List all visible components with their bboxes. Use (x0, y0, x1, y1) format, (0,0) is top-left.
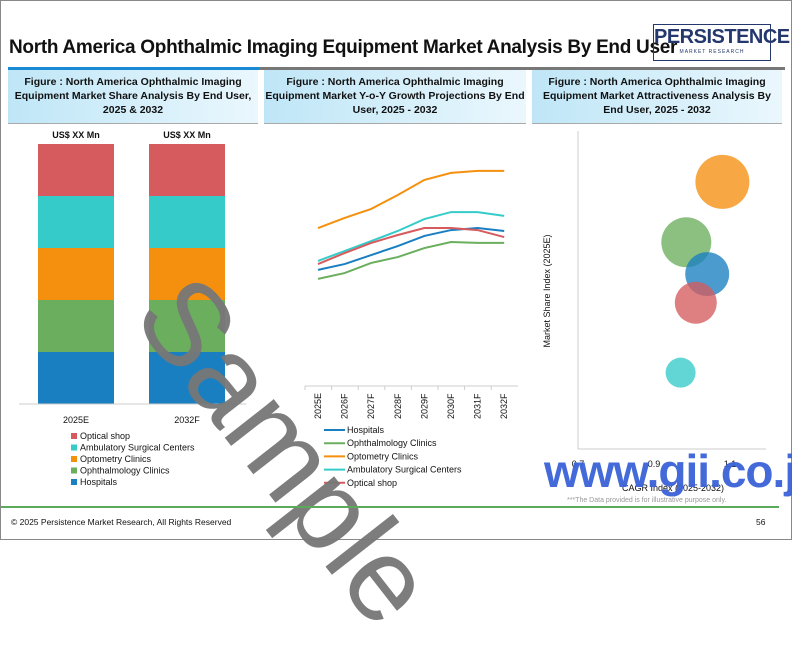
legend-label: Ambulatory Surgical Centers (347, 465, 462, 475)
gii-watermark: www.gii.co.jp (544, 445, 792, 497)
page-title: North America Ophthalmic Imaging Equipme… (9, 37, 678, 58)
bubble-optometry-clinics (695, 154, 750, 209)
bar-segment (38, 352, 114, 404)
legend-swatch (71, 456, 77, 462)
x-tick-label: 2028F (393, 393, 403, 419)
bar-segment (38, 300, 114, 352)
line-ophthalmology-clinics (317, 240, 505, 280)
legend-swatch (71, 479, 77, 485)
bar-segment (38, 248, 114, 300)
panel-title-growth: Figure : North America Ophthalmic Imagin… (264, 70, 526, 124)
legend-label: Optical shop (347, 478, 397, 488)
legend-label: Optical shop (80, 431, 130, 441)
x-tick-label: 2030F (446, 393, 456, 419)
line-optical-shop (317, 227, 505, 265)
page-number: 56 (756, 517, 766, 527)
x-axis-title: CAGR Index (2025-2032) (622, 483, 724, 493)
line-hospitals (317, 227, 505, 271)
persistence-logo: PERSISTENCE MARKET RESEARCH (653, 24, 790, 61)
legend-label: Hospitals (347, 425, 385, 435)
bar-segment (149, 300, 225, 352)
x-tick-label: 1.1 (724, 459, 737, 469)
y-axis-title: Market Share Index (2025E) (542, 234, 552, 347)
legend-swatch (71, 444, 77, 451)
footer-rule (1, 506, 779, 508)
line-optometry-clinics (317, 169, 505, 229)
title-rule-accent (8, 67, 259, 70)
panel-title-text: Figure : North America Ophthalmic Imagin… (14, 76, 252, 116)
panel-title-text: Figure : North America Ophthalmic Imagin… (265, 76, 525, 116)
x-tick-label: 2032F (174, 415, 200, 425)
logo-text: PERSISTENCE (654, 26, 790, 48)
legend-label: Optometry Clinics (80, 454, 152, 464)
x-tick-label: 2029F (419, 393, 429, 419)
legend-label: Optometry Clinics (347, 451, 419, 461)
legend-label: Ambulatory Surgical Centers (80, 443, 195, 453)
line-ambulatory-surgical-centers (317, 211, 505, 262)
bar-segment (149, 144, 225, 196)
bar-segment (149, 352, 225, 404)
legend-swatch (71, 467, 77, 474)
bar-segment (38, 144, 114, 196)
bar-segment (149, 196, 225, 248)
bar-total-label: US$ XX Mn (163, 130, 211, 140)
illustrative-note: ***The Data provided is for illustrative… (567, 497, 727, 504)
legend-label: Ophthalmology Clinics (347, 438, 437, 448)
x-tick-label: 2032F (499, 393, 509, 419)
x-tick-label: 2025E (63, 415, 89, 425)
bar-total-label: US$ XX Mn (52, 130, 100, 140)
charts-canvas: US$ XX Mn 2025E US$ XX Mn 2032F Optical shop… (19, 130, 766, 493)
x-tick-label: 2027F (366, 393, 376, 419)
x-tick-label: 2026F (340, 393, 350, 419)
bubble-optical-shop (674, 281, 717, 324)
copyright: © 2025 Persistence Market Research, All … (11, 517, 232, 527)
bubble-ambulatory-surgical-centers (665, 357, 696, 388)
x-tick-label: 0.7 (572, 459, 585, 469)
bar-segment (149, 248, 225, 300)
legend-swatch (71, 433, 77, 439)
bar-segment (38, 196, 114, 248)
logo-subtext: MARKET RESEARCH (679, 49, 745, 55)
panel-title-share: Figure : North America Ophthalmic Imagin… (8, 70, 258, 124)
legend-label: Ophthalmology Clinics (80, 466, 170, 476)
panel-title-attractiveness: Figure : North America Ophthalmic Imagin… (532, 70, 782, 124)
panel-title-text: Figure : North America Ophthalmic Imagin… (543, 76, 771, 116)
x-tick-label: 0.9 (648, 459, 661, 469)
title-rule (259, 67, 785, 70)
x-tick-label: 2025E (313, 393, 323, 419)
legend-label: Hospitals (80, 477, 118, 487)
x-tick-label: 2031F (473, 393, 483, 419)
